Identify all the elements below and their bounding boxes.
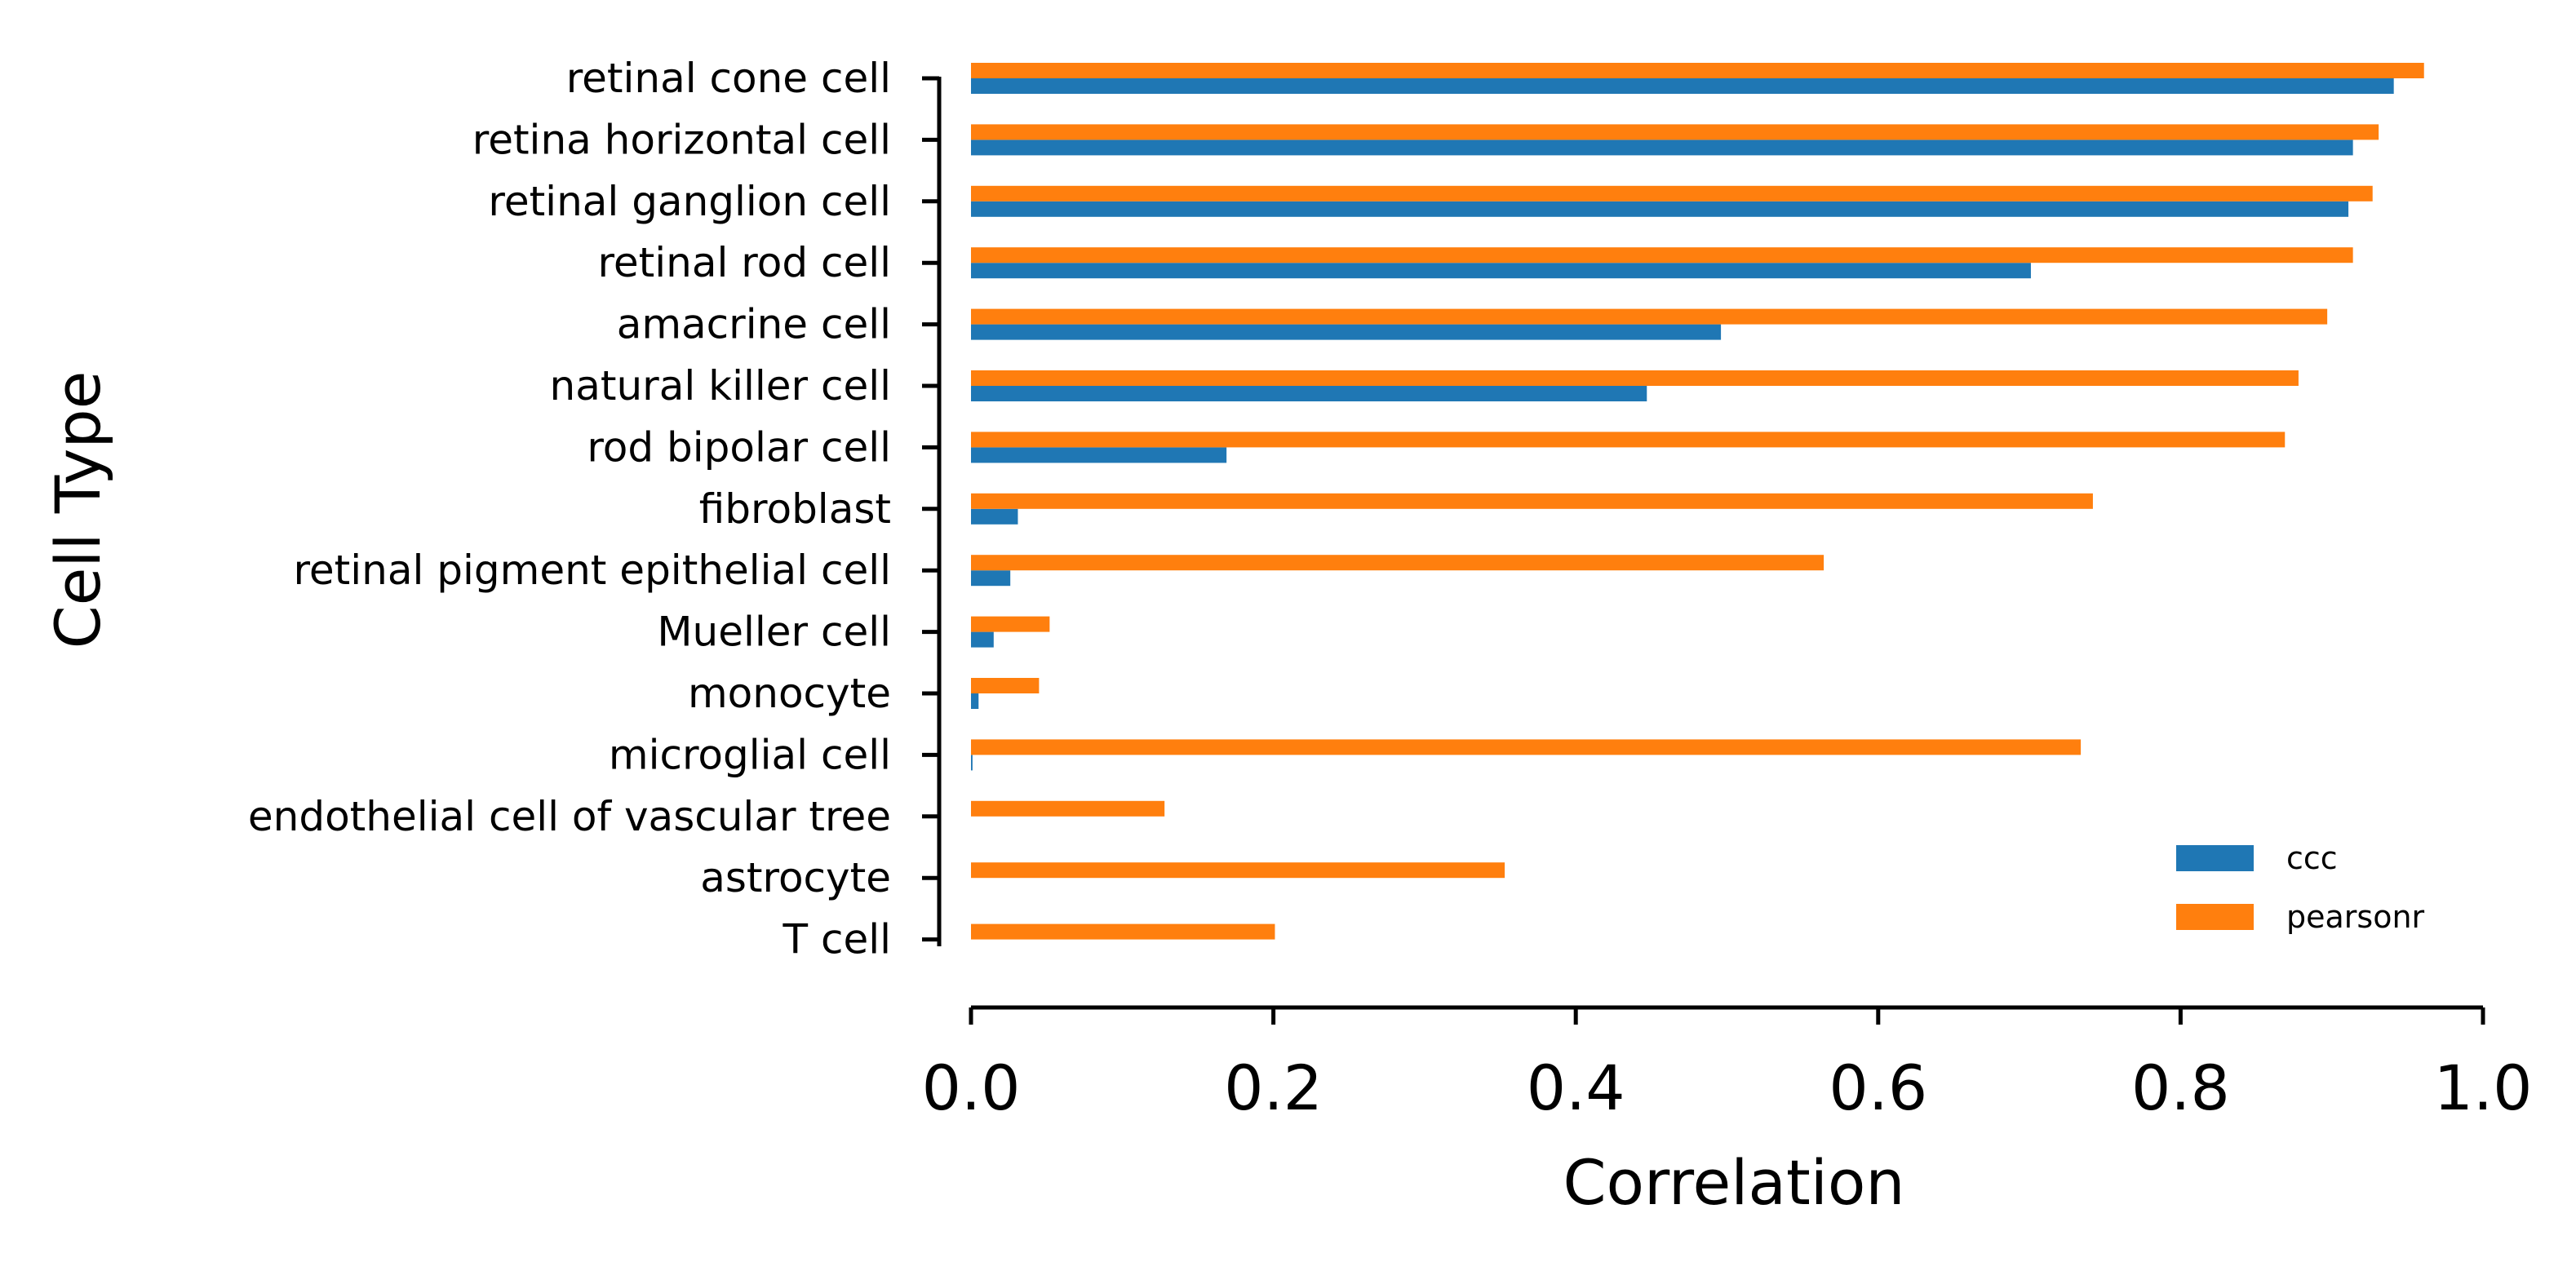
legend: ccc pearsonr bbox=[2176, 840, 2425, 935]
bar-pearsonr bbox=[971, 739, 2082, 755]
y-tick-label: monocyte bbox=[688, 670, 891, 717]
y-tick-label: amacrine cell bbox=[617, 301, 891, 348]
legend-swatch-ccc bbox=[2176, 845, 2254, 871]
x-axis-title: Correlation bbox=[1563, 1146, 1904, 1219]
y-tick-label: T cell bbox=[783, 916, 891, 963]
legend-label-ccc: ccc bbox=[2286, 840, 2338, 876]
y-tick-label: retina horizontal cell bbox=[472, 116, 891, 163]
bar-pearsonr bbox=[971, 124, 2379, 140]
bar-ccc bbox=[971, 755, 973, 771]
bar-pearsonr bbox=[971, 247, 2353, 263]
y-tick-label: retinal ganglion cell bbox=[488, 178, 891, 225]
y-tick-label: astrocyte bbox=[700, 854, 891, 901]
y-tick-label: fibroblast bbox=[699, 485, 891, 533]
bar-ccc bbox=[971, 386, 1647, 401]
bar-ccc bbox=[971, 508, 1018, 525]
y-axis-title: Cell Type bbox=[42, 371, 114, 649]
bar-pearsonr bbox=[971, 616, 1050, 632]
y-tick-label: microglial cell bbox=[609, 731, 891, 778]
bar-ccc bbox=[971, 570, 1011, 587]
y-ticks: retinal cone cell retina horizontal cell r… bbox=[248, 55, 939, 963]
y-tick-label: retinal rod cell bbox=[597, 239, 891, 286]
y-tick-label: natural killer cell bbox=[550, 362, 891, 410]
y-tick-label: retinal pigment epithelial cell bbox=[293, 547, 891, 594]
bar-pearsonr bbox=[971, 678, 1040, 693]
x-tick-label: 0.4 bbox=[1527, 1052, 1625, 1124]
legend-swatch-pearsonr bbox=[2176, 904, 2254, 930]
bar-ccc bbox=[971, 201, 2349, 217]
bar-ccc bbox=[971, 693, 979, 709]
bar-pearsonr bbox=[971, 185, 2373, 201]
bars-layer bbox=[971, 63, 2424, 940]
legend-label-pearsonr: pearsonr bbox=[2286, 899, 2425, 935]
y-tick-label: rod bipolar cell bbox=[587, 423, 891, 471]
y-tick-label: Mueller cell bbox=[657, 609, 891, 656]
bar-pearsonr bbox=[971, 493, 2093, 509]
bar-ccc bbox=[971, 631, 994, 648]
x-tick-label: 0.2 bbox=[1224, 1052, 1323, 1124]
bar-ccc bbox=[971, 447, 1227, 463]
x-tick-label: 1.0 bbox=[2434, 1052, 2533, 1124]
bar-pearsonr bbox=[971, 800, 1165, 817]
x-tick-label: 0.0 bbox=[922, 1052, 1021, 1124]
x-tick-label: 0.8 bbox=[2131, 1052, 2230, 1124]
x-ticks: 0.0 0.2 0.4 0.6 0.8 1.0 bbox=[922, 1007, 2533, 1124]
bar-ccc bbox=[971, 139, 2353, 156]
bar-ccc bbox=[971, 324, 1722, 340]
bar-pearsonr bbox=[971, 862, 1505, 879]
bar-pearsonr bbox=[971, 370, 2299, 386]
bar-pearsonr bbox=[971, 432, 2286, 448]
bar-pearsonr bbox=[971, 923, 1275, 940]
bar-pearsonr bbox=[971, 63, 2424, 78]
x-tick-label: 0.6 bbox=[1829, 1052, 1927, 1124]
y-tick-label: retinal cone cell bbox=[566, 55, 891, 102]
bar-ccc bbox=[971, 263, 2031, 279]
bar-pearsonr bbox=[971, 555, 1824, 571]
bar-ccc bbox=[971, 78, 2394, 94]
bar-pearsonr bbox=[971, 308, 2328, 325]
y-tick-label: endothelial cell of vascular tree bbox=[248, 793, 891, 840]
